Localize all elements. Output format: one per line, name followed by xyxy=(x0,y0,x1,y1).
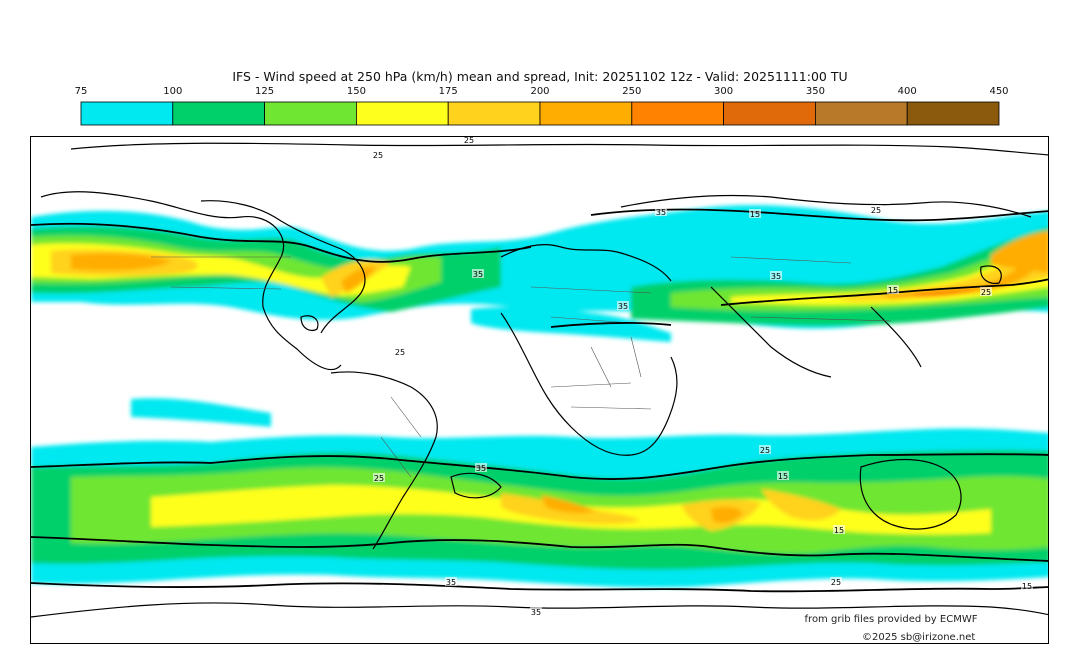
contour-label: 25 xyxy=(981,288,991,297)
contour-label-bg xyxy=(463,137,475,144)
colorbar-swatch xyxy=(906,101,1000,126)
contour-label-bg xyxy=(770,271,782,280)
colorbar-swatches xyxy=(80,101,1000,126)
colorbar-tick-label: 75 xyxy=(74,86,88,97)
contour-label-bg xyxy=(530,607,542,616)
colorbar-tick-label: 450 xyxy=(989,86,1009,97)
colorbar-tick-label: 200 xyxy=(530,86,550,97)
contour-label: 25 xyxy=(374,474,384,483)
contour-label: 25 xyxy=(831,578,841,587)
copyright-credit: ©2025 sb@irizone.net xyxy=(862,632,976,643)
contour-label-bg xyxy=(980,287,992,296)
contour-label: 35 xyxy=(473,270,483,279)
contour-label: 15 xyxy=(778,472,788,481)
colorbar-tick-label: 350 xyxy=(805,86,825,97)
colorbar-tick-label: 175 xyxy=(438,86,458,97)
colorbar-swatch xyxy=(631,101,724,126)
contour-label: 25 xyxy=(395,348,405,357)
colorbar-swatch xyxy=(264,101,357,126)
contour-label: 25 xyxy=(464,137,474,145)
contour-label: 15 xyxy=(750,210,760,219)
contour-label-bg xyxy=(617,301,629,310)
colorbar-tick-label: 400 xyxy=(897,86,917,97)
colorbar-swatch xyxy=(80,101,174,126)
contour-label-bg xyxy=(394,347,406,356)
contour-label-bg xyxy=(475,463,487,472)
contour-label-bg xyxy=(777,471,789,480)
contour-label-bg xyxy=(655,207,667,216)
contour-labels: 25 25 35 15 25 35 35 15 25 35 25 25 35 15 15 25 15 35 25 35 xyxy=(372,137,1033,617)
contour-label-bg xyxy=(833,525,845,534)
contour-label-bg xyxy=(749,209,761,218)
contour-label-bg xyxy=(1021,581,1033,590)
colorbar-swatch xyxy=(723,101,816,126)
map-title: IFS - Wind speed at 250 hPa (km/h) mean … xyxy=(232,69,848,84)
colorbar-tick-label: 300 xyxy=(714,86,734,97)
contour-label: 35 xyxy=(446,578,456,587)
colorbar-swatch xyxy=(355,101,449,126)
colorbar-tick-label: 125 xyxy=(255,86,275,97)
colorbar-swatch xyxy=(447,101,541,126)
contour-label-bg xyxy=(870,205,882,214)
colorbar-swatch xyxy=(172,101,266,126)
source-credit: from grib files provided by ECMWF xyxy=(805,614,978,625)
contour-label: 35 xyxy=(476,464,486,473)
wind-map: 25 25 35 15 25 35 35 15 25 35 25 25 35 15 15 25 15 35 25 35… xyxy=(30,136,1049,644)
wind-map-canvas: 25 25 35 15 25 35 35 15 25 35 25 25 35 15 15 25 15 35 25 35… xyxy=(31,137,1048,643)
colorbar-tick-label: 100 xyxy=(163,86,183,97)
contour-label-bg xyxy=(887,285,899,294)
contour-label: 25 xyxy=(760,446,770,455)
contour-label-bg xyxy=(472,269,484,278)
contour-label-bg xyxy=(759,445,771,454)
colorbar-swatch xyxy=(815,101,908,126)
contour-label: 15 xyxy=(834,526,844,535)
colorbar-tick-label: 150 xyxy=(346,86,366,97)
contour-label: 25 xyxy=(373,151,383,160)
contour-label: 35 xyxy=(771,272,781,281)
contour-label: 35 xyxy=(656,208,666,217)
contour-label-bg xyxy=(372,150,384,159)
contour-label-bg xyxy=(373,473,385,482)
contour-label: 35 xyxy=(618,302,628,311)
contour-label-bg xyxy=(830,577,842,586)
colorbar-tick-label: 250 xyxy=(622,86,642,97)
colorbar-swatch xyxy=(539,101,633,126)
contour-label: 35 xyxy=(531,608,541,617)
contour-label: 15 xyxy=(1022,582,1032,591)
contour-label-bg xyxy=(445,577,457,586)
contour-label: 25 xyxy=(871,206,881,215)
contour-label: 15 xyxy=(888,286,898,295)
